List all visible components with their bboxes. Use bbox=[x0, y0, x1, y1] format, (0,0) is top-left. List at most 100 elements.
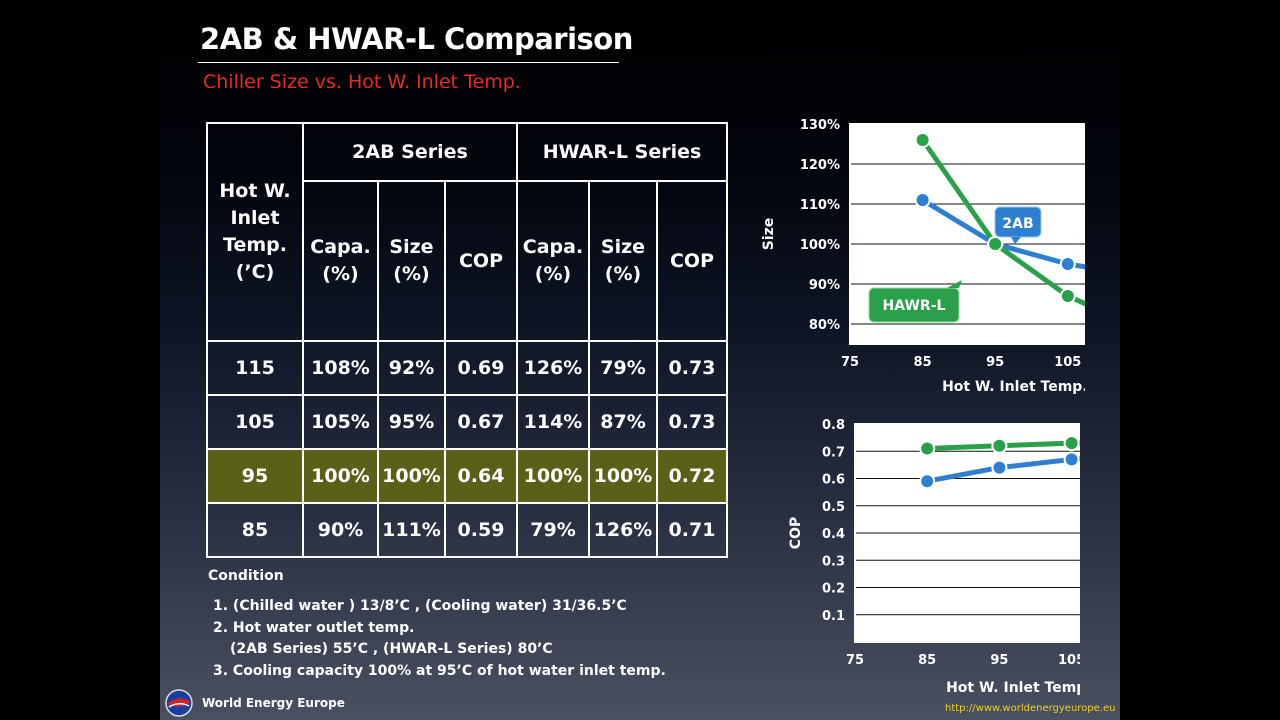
y-tick-label: 0.5 bbox=[822, 500, 845, 515]
series-line bbox=[926, 456, 1080, 484]
cop-chart-lines bbox=[926, 440, 1080, 484]
cop-chart-y-ticks: 0.1 0.2 0.3 0.4 0.5 0.6 0.7 0.8 bbox=[822, 418, 845, 624]
cell-cop-2ab: 0.69 bbox=[444, 340, 518, 396]
cell-temp: 95 bbox=[206, 448, 304, 504]
cell-size-2ab: 111% bbox=[377, 502, 446, 558]
cell-size-hwar: 87% bbox=[588, 394, 658, 450]
cell-size-2ab: 100% bbox=[377, 448, 446, 504]
y-tick-label: 0.7 bbox=[822, 445, 845, 460]
cell-cop-2ab: 0.59 bbox=[444, 502, 518, 558]
cell-capa-2ab: 108% bbox=[302, 340, 379, 396]
header-2ab-series: 2AB Series bbox=[302, 122, 518, 182]
data-point bbox=[919, 473, 936, 490]
data-point bbox=[991, 459, 1008, 476]
world-energy-logo-icon bbox=[165, 689, 193, 717]
cell-capa-2ab: 100% bbox=[302, 448, 379, 504]
y-tick-label: 110% bbox=[800, 198, 840, 213]
data-point bbox=[919, 440, 936, 457]
data-point bbox=[1063, 435, 1080, 452]
size-chart-frame bbox=[849, 123, 1085, 345]
y-tick-label: 90% bbox=[809, 278, 840, 293]
table-row: 105 105% 95% 0.67 114% 87% 0.73 bbox=[206, 394, 728, 450]
y-tick-label: 0.3 bbox=[822, 554, 845, 569]
y-tick-label: 130% bbox=[800, 118, 840, 133]
x-tick-label: 95 bbox=[990, 653, 1008, 668]
series-line bbox=[927, 440, 1080, 452]
cell-cop-2ab: 0.64 bbox=[444, 448, 518, 504]
legend-callout-2ab: 2AB bbox=[994, 206, 1042, 244]
cop-chart: 0.10.20.30.40.50.60.70.8 758595105115125… bbox=[788, 418, 1080, 696]
data-point bbox=[1059, 256, 1076, 272]
y-tick-label: 100% bbox=[800, 238, 840, 253]
page-subtitle: Chiller Size vs. Hot W. Inlet Temp. bbox=[203, 71, 521, 93]
cell-capa-2ab: 105% bbox=[302, 394, 379, 450]
header-hot-water-temp: Hot W. Inlet Temp. (’C) bbox=[206, 122, 304, 342]
x-tick-label: 85 bbox=[918, 653, 936, 668]
size-chart-y-ticks: 80% 90% 100% 110% 120% 130% bbox=[800, 118, 840, 333]
cell-capa-hwar: 114% bbox=[516, 394, 590, 450]
cop-chart-frame bbox=[854, 423, 1080, 643]
cell-capa-hwar: 79% bbox=[516, 502, 590, 558]
series-label-hawr: HAWR-L bbox=[883, 298, 946, 314]
size-chart-y-label: Size bbox=[761, 218, 777, 251]
data-point bbox=[1059, 288, 1076, 304]
header-hwar-series: HWAR-L Series bbox=[516, 122, 728, 182]
size-chart-lines bbox=[920, 138, 1085, 307]
cop-chart-x-ticks: 758595105115125 bbox=[846, 653, 1080, 668]
series-label-2ab: 2AB bbox=[1002, 216, 1033, 232]
x-tick-label: 105 bbox=[1054, 355, 1081, 370]
brand-name: World Energy Europe bbox=[202, 696, 345, 710]
size-chart: 80%90%100%110%120%130% 758595105115125 H… bbox=[761, 118, 1085, 395]
x-tick-label: 75 bbox=[841, 355, 859, 370]
header-size-2ab: Size (%) bbox=[377, 180, 446, 342]
header-cop-hwar: COP bbox=[656, 180, 728, 342]
size-chart-x-label: Hot W. Inlet Temp. (’C) bbox=[942, 379, 1085, 395]
series-line bbox=[921, 197, 1085, 270]
cell-temp: 115 bbox=[206, 340, 304, 396]
cop-chart-y-label: COP bbox=[788, 517, 804, 549]
header-capa-2ab: Capa. (%) bbox=[302, 180, 379, 342]
legend-callout-hawr: HAWR-L bbox=[868, 280, 962, 323]
x-tick-label: 85 bbox=[914, 355, 932, 370]
cell-cop-hwar: 0.73 bbox=[656, 340, 728, 396]
size-chart-x-ticks: 758595105115125 bbox=[841, 355, 1081, 370]
condition-line: (2AB Series) 55’C , (HWAR-L Series) 80’C bbox=[230, 641, 553, 657]
condition-heading: Condition bbox=[208, 568, 284, 584]
cell-capa-hwar: 100% bbox=[516, 448, 590, 504]
cell-size-2ab: 92% bbox=[377, 340, 446, 396]
y-tick-label: 0.1 bbox=[822, 609, 845, 624]
title-underline bbox=[198, 62, 619, 63]
cell-cop-hwar: 0.73 bbox=[656, 394, 728, 450]
cell-capa-hwar: 126% bbox=[516, 340, 590, 396]
data-point bbox=[914, 192, 931, 208]
cell-cop-hwar: 0.71 bbox=[656, 502, 728, 558]
x-tick-label: 95 bbox=[986, 355, 1004, 370]
cop-chart-x-label: Hot W. Inlet Temp. (’C) bbox=[946, 680, 1080, 696]
cell-size-2ab: 95% bbox=[377, 394, 446, 450]
condition-line: 1. (Chilled water ) 13/8’C , (Cooling wa… bbox=[213, 598, 627, 614]
x-tick-label: 75 bbox=[846, 653, 864, 668]
header-size-hwar: Size (%) bbox=[588, 180, 658, 342]
y-tick-label: 0.4 bbox=[822, 527, 845, 542]
condition-line: 2. Hot water outlet temp. bbox=[213, 620, 415, 636]
table-row-highlighted: 95 100% 100% 0.64 100% 100% 0.72 bbox=[206, 448, 728, 504]
data-point bbox=[1063, 451, 1080, 468]
table-row: 115 108% 92% 0.69 126% 79% 0.73 bbox=[206, 340, 728, 396]
data-point bbox=[914, 132, 931, 148]
y-tick-label: 0.8 bbox=[822, 418, 845, 433]
condition-line: 3. Cooling capacity 100% at 95’C of hot … bbox=[213, 663, 666, 679]
cell-size-hwar: 126% bbox=[588, 502, 658, 558]
cell-temp: 85 bbox=[206, 502, 304, 558]
y-tick-label: 0.2 bbox=[822, 582, 845, 597]
website-link[interactable]: http://www.worldenergyeurope.eu bbox=[945, 703, 1116, 714]
page-title: 2AB & HWAR-L Comparison bbox=[200, 22, 633, 56]
cell-size-hwar: 100% bbox=[588, 448, 658, 504]
cell-cop-2ab: 0.67 bbox=[444, 394, 518, 450]
header-cop-2ab: COP bbox=[444, 180, 518, 342]
x-tick-label: 105 bbox=[1058, 653, 1080, 668]
header-capa-hwar: Capa. (%) bbox=[516, 180, 590, 342]
size-chart-points bbox=[914, 132, 1076, 304]
cell-capa-2ab: 90% bbox=[302, 502, 379, 558]
cop-chart-points bbox=[919, 435, 1080, 490]
comparison-table: Hot W. Inlet Temp. (’C) 2AB Series HWAR-… bbox=[206, 122, 728, 558]
